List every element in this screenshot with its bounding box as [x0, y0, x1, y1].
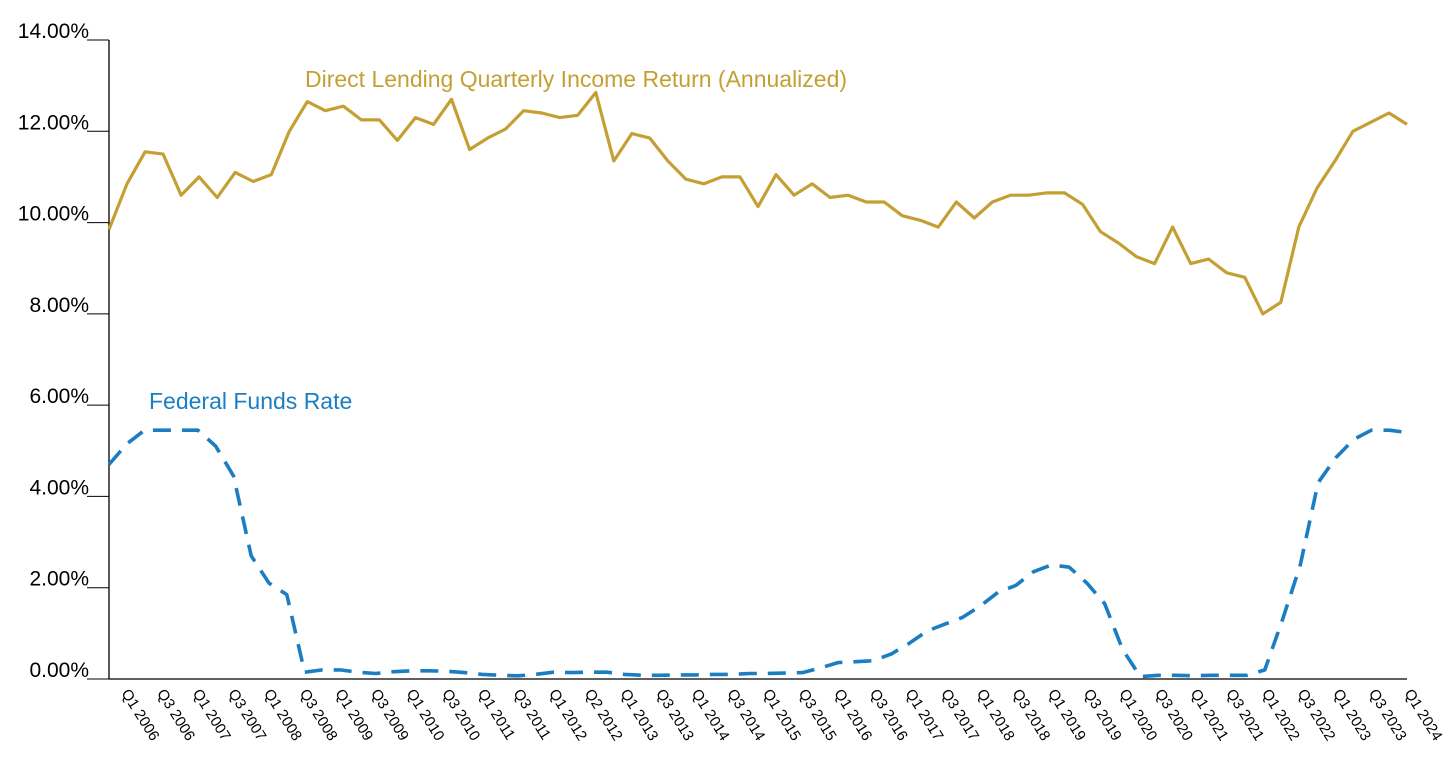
series-label-direct-lending: Direct Lending Quarterly Income Return (… — [305, 66, 847, 92]
series-line-federal-funds — [107, 428, 1408, 679]
y-tick-label: 12.00% — [18, 111, 89, 134]
y-tick-label: 6.00% — [29, 385, 89, 408]
y-axis: 0.00% 2.00% 4.00% 6.00% 8.00% 10.00% 12.00% 14.… — [18, 20, 110, 682]
series-line-direct-lending — [107, 90, 1408, 316]
y-tick-label: 14.00% — [18, 20, 89, 43]
y-tick-label: 8.00% — [29, 294, 89, 317]
y-tick-label: 4.00% — [29, 476, 89, 499]
y-tick-label: 0.00% — [29, 659, 89, 682]
y-tick-label: 2.00% — [29, 568, 89, 591]
series-lines — [107, 90, 1408, 679]
y-tick-label: 10.00% — [18, 203, 89, 226]
series-label-federal-funds: Federal Funds Rate — [149, 388, 352, 414]
